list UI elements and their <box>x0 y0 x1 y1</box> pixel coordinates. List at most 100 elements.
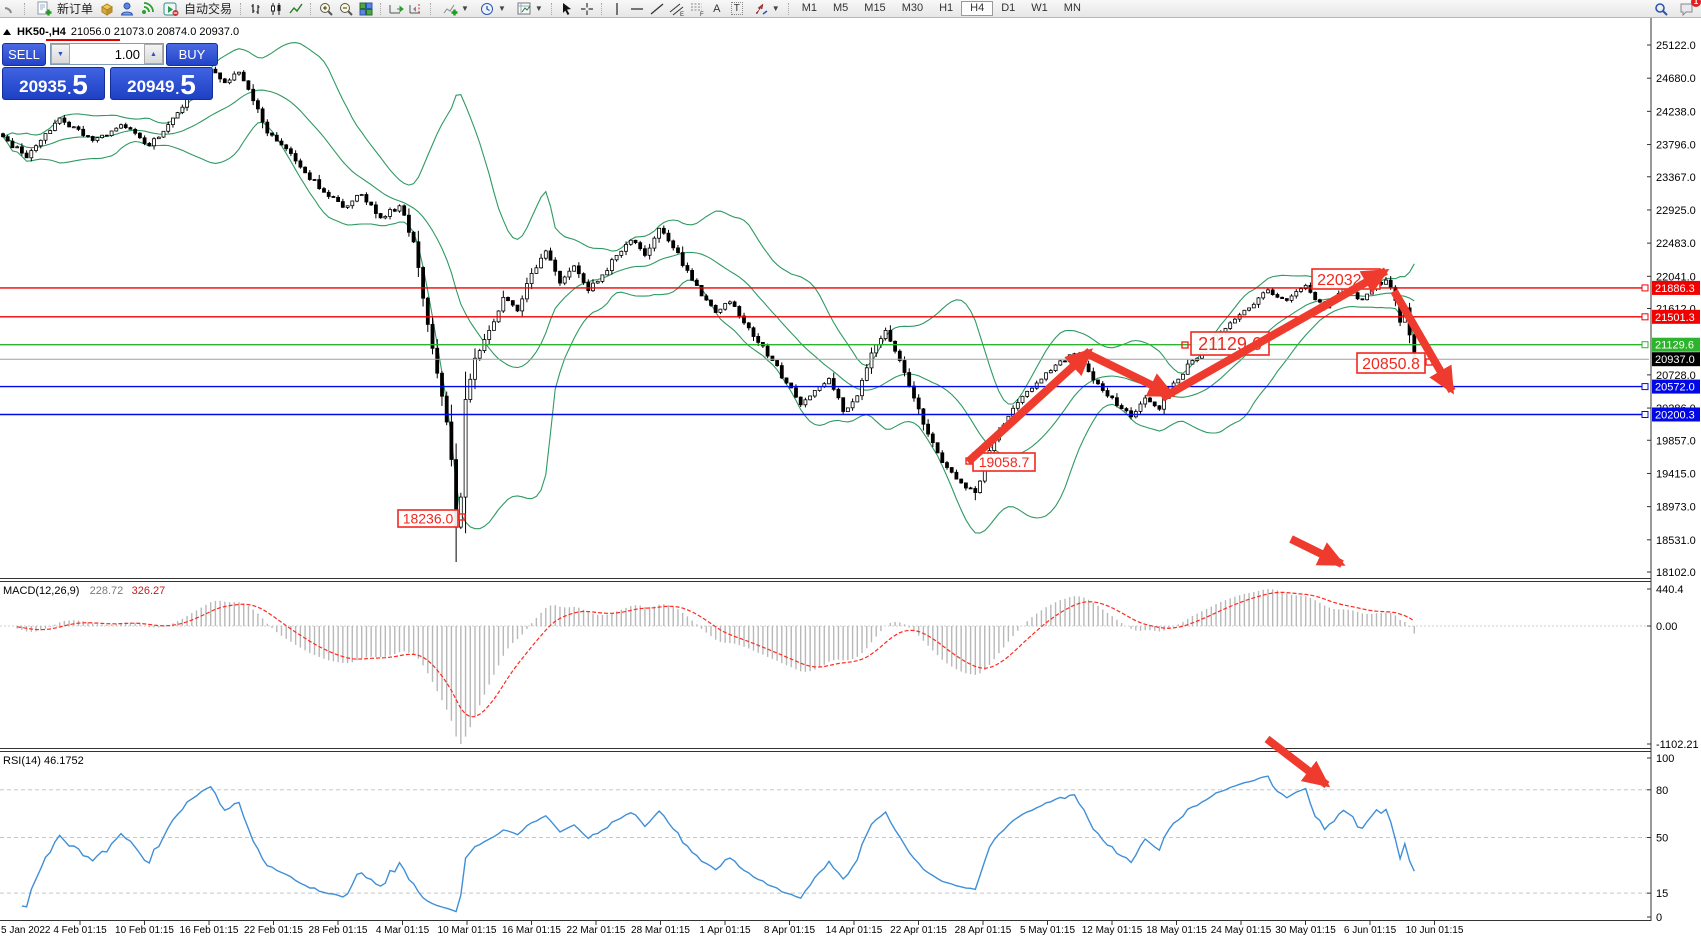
toolbar: 新订单 自动交易 <box>0 0 1701 18</box>
autotrading-button[interactable]: 自动交易 <box>157 1 236 17</box>
symbol-title: HK50-,H4 <box>17 26 66 38</box>
arrows-shapes-icon <box>751 1 771 17</box>
accounts-icon[interactable] <box>117 1 137 17</box>
macd-label: MACD(12,26,9) 228.72 326.27 440.4 0.00 -1102… <box>3 584 1699 751</box>
vertical-line-tool-icon[interactable] <box>607 1 627 17</box>
price-tick-label: 23796.0 <box>1656 140 1696 152</box>
new-order-button[interactable]: 新订单 <box>30 1 97 17</box>
annotation-text: 18236.0 <box>403 511 454 527</box>
annotation-anchor <box>1181 341 1189 349</box>
sell-price-button[interactable]: 20935 . 5 <box>2 67 105 100</box>
new-order-icon <box>34 1 54 17</box>
price-axis[interactable]: 25122.0 24680.0 24238.0 23796.0 23367.0 22925… <box>1641 17 1700 921</box>
cursor-tool-icon[interactable] <box>557 1 577 17</box>
rsi-axis-label: 0 <box>1656 912 1662 924</box>
price-tick-label: 18973.0 <box>1656 502 1696 514</box>
bar-chart-type-icon[interactable] <box>246 1 266 17</box>
templates-button[interactable]: ▼ <box>510 1 547 17</box>
dropdown-caret-icon: ▼ <box>497 4 506 13</box>
svg-text:20200.3: 20200.3 <box>1655 409 1695 421</box>
market-depth-icon[interactable] <box>97 1 117 17</box>
volume-decrease-button[interactable]: ▼ <box>51 44 70 64</box>
toolbar-grip <box>430 2 432 15</box>
text-label-tool-icon[interactable]: T <box>727 1 747 17</box>
sell-button[interactable]: SELL <box>2 43 46 66</box>
macd-axis-label: 0.00 <box>1656 621 1677 633</box>
level-price-label <box>1652 337 1700 352</box>
time-label: 30 May 01:15 <box>1275 925 1336 936</box>
zoom-out-icon[interactable] <box>336 1 356 17</box>
signals-icon[interactable] <box>137 1 157 17</box>
price-tick-label: 18531.0 <box>1656 535 1696 547</box>
price-tick-label: 20728.0 <box>1656 370 1696 382</box>
zoom-in-icon[interactable] <box>316 1 336 17</box>
buy-price-fraction: 5 <box>180 69 196 100</box>
horizontal-line-tool-icon[interactable] <box>627 1 647 17</box>
time-label: 6 Jun 01:15 <box>1344 925 1397 936</box>
level-price-label <box>1652 379 1700 394</box>
buy-price-point: . <box>175 81 180 97</box>
trendline-tool-icon[interactable] <box>647 1 667 17</box>
trend-arrow <box>1289 535 1346 568</box>
tab-timeframe-H4[interactable]: H4 <box>961 1 994 16</box>
indicators-icon <box>440 1 460 17</box>
channel-tool-icon[interactable]: E <box>667 1 687 17</box>
chart-header: HK50-,H4 21056.0 21073.0 20874.0 20937.0 <box>3 26 239 38</box>
volume-increase-button[interactable]: ▲ <box>144 44 163 64</box>
chart-shift-icon[interactable] <box>406 1 426 17</box>
one-click-trading-panel: SELL ▼ 1.00 ▲ BUY 20935 . 5 20949 . 5 <box>2 43 220 100</box>
trend-arrow <box>1264 735 1331 789</box>
price-tick-label: 22483.0 <box>1656 238 1696 250</box>
time-label: 8 Apr 01:15 <box>764 925 816 936</box>
sell-price-fraction: 5 <box>72 69 88 100</box>
buy-button[interactable]: BUY <box>166 43 218 66</box>
time-label: 22 Feb 01:15 <box>244 925 303 936</box>
tab-timeframe-M30[interactable]: M30 <box>901 2 924 14</box>
tab-timeframe-M1[interactable]: M1 <box>801 2 817 14</box>
shapes-button[interactable]: ▼ <box>747 1 784 17</box>
text-tool-icon[interactable]: A <box>713 2 721 15</box>
periods-button[interactable]: ▼ <box>473 1 510 17</box>
tab-timeframe-D1[interactable]: D1 <box>1001 2 1016 14</box>
rsi-axis-label: 50 <box>1656 833 1668 845</box>
buy-price-button[interactable]: 20949 . 5 <box>110 67 213 100</box>
tab-timeframe-H1[interactable]: H1 <box>939 2 954 14</box>
buy-price-main: 20949 <box>127 77 175 96</box>
template-icon <box>514 1 534 17</box>
line-chart-type-icon[interactable] <box>286 1 306 17</box>
time-label: 28 Apr 01:15 <box>955 925 1012 936</box>
candlestick-type-icon[interactable] <box>266 1 286 17</box>
sell-price-main: 20935 <box>19 77 67 96</box>
time-axis[interactable]: 5 Jan 2022 4 Feb 01:15 10 Feb 01:15 16 Feb … <box>1 921 1464 936</box>
macd-signal-value: 326.27 <box>132 585 166 597</box>
time-label: 28 Feb 01:15 <box>309 925 368 936</box>
toolbar-grip <box>310 2 312 15</box>
tab-timeframe-M15[interactable]: M15 <box>864 2 886 14</box>
tile-windows-icon[interactable] <box>356 1 376 17</box>
crosshair-tool-icon[interactable] <box>577 1 597 17</box>
svg-text:21886.3: 21886.3 <box>1655 283 1695 295</box>
fibonacci-tool-icon[interactable]: F <box>687 1 707 17</box>
dropdown-caret-icon: ▼ <box>461 4 469 13</box>
price-tick-label: 24238.0 <box>1656 106 1696 118</box>
indicators-button[interactable]: ▼ <box>436 1 473 17</box>
toolbar-grip <box>380 2 382 15</box>
trend-arrow <box>1390 288 1456 395</box>
price-tick-label: 23367.0 <box>1656 172 1696 184</box>
svg-text:E: E <box>680 12 684 17</box>
rsi-label: RSI(14) 46.1752 100 80 50 15 0 <box>3 753 1674 924</box>
notifications-icon[interactable]: 1 <box>1677 0 1701 17</box>
time-label: 24 May 01:15 <box>1211 925 1272 936</box>
tab-timeframe-MN[interactable]: MN <box>1063 2 1081 14</box>
tab-timeframe-W1[interactable]: W1 <box>1031 2 1048 14</box>
tab-timeframe-M5[interactable]: M5 <box>833 2 849 14</box>
search-icon[interactable] <box>1651 1 1671 17</box>
auto-scroll-icon[interactable] <box>386 1 406 17</box>
time-label: 16 Feb 01:15 <box>180 925 239 936</box>
level-price-label <box>1652 280 1700 295</box>
volume-value[interactable]: 1.00 <box>114 46 140 62</box>
clipped-edge-icon <box>0 1 20 17</box>
time-label: 10 Mar 01:15 <box>438 925 497 936</box>
